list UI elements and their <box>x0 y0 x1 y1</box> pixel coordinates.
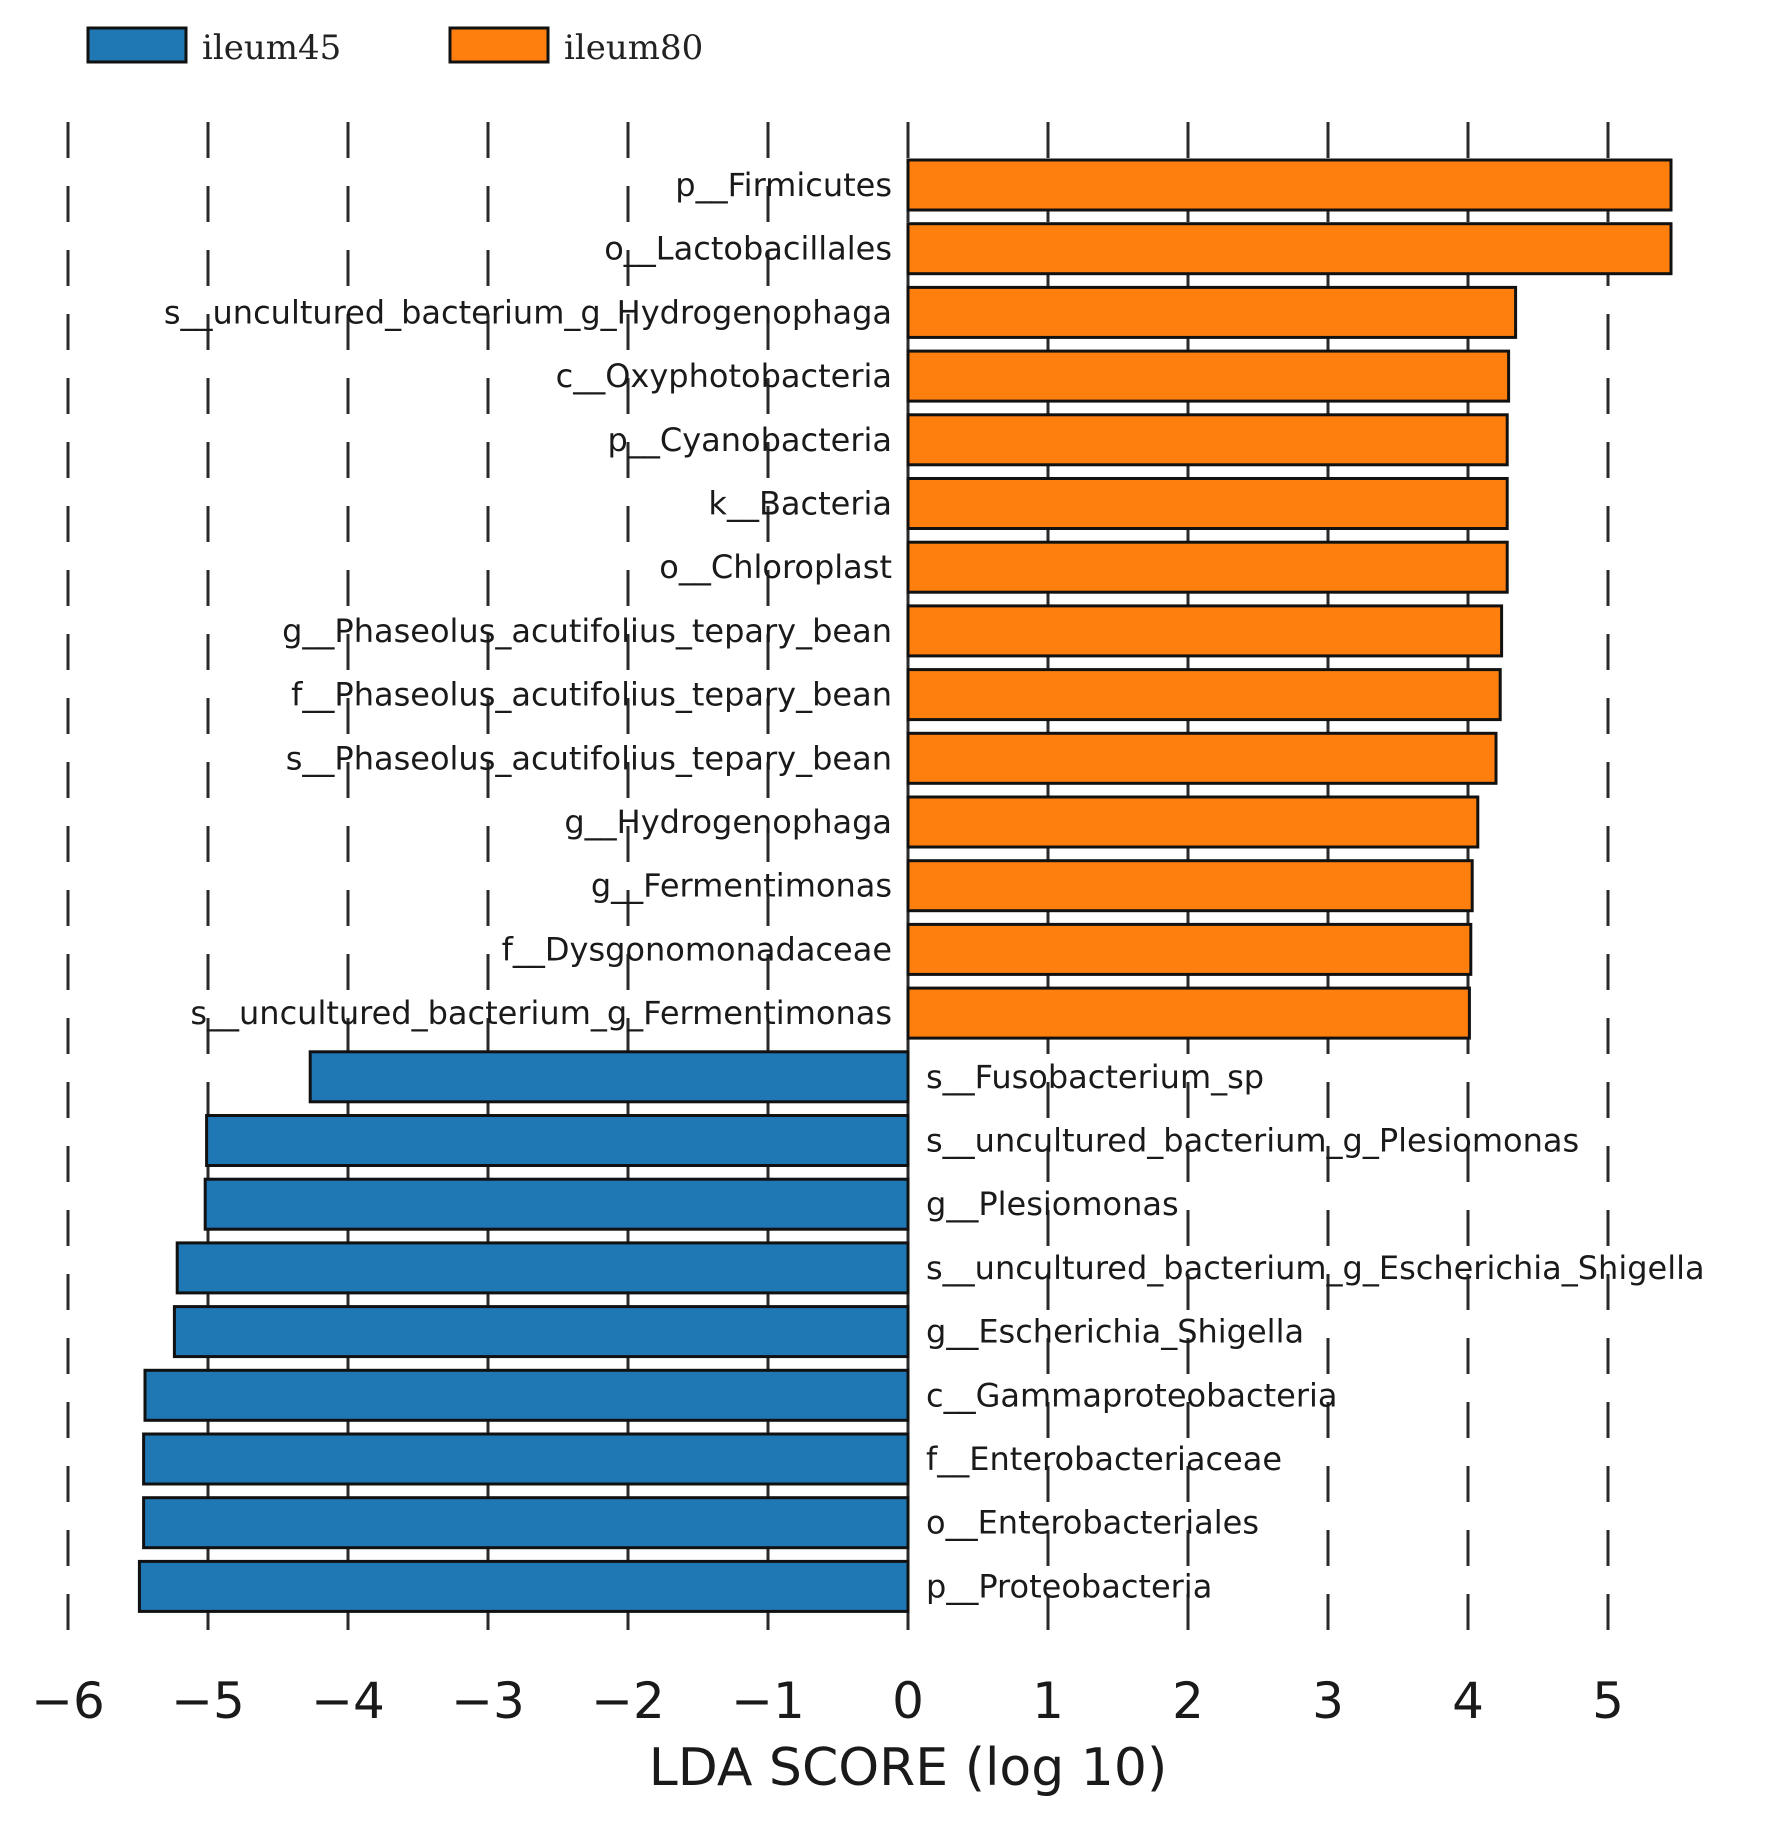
bar-label-g-escherichia-shigella: g__Escherichia_Shigella <box>926 1313 1304 1351</box>
bar-label-p-cyanobacteria: p__Cyanobacteria <box>608 421 892 459</box>
bar-label-c-oxyphotobacteria: c__Oxyphotobacteria <box>556 357 892 395</box>
bar-o-chloroplast <box>906 540 1509 594</box>
bar-label-p-proteobacteria: p__Proteobacteria <box>926 1567 1212 1605</box>
bar-label-g-fermentimonas: g__Fermentimonas <box>591 867 892 905</box>
bar-g-escherichia-shigella <box>172 1305 910 1359</box>
bar-p-firmicutes <box>906 158 1673 212</box>
x-axis-tick-labels: −6 −5 −4 −3 −2 −1 0 1 2 3 4 5 <box>31 1672 1624 1730</box>
bar-o-lactobacillales <box>906 222 1673 276</box>
x-tick-label-7: 1 <box>1032 1672 1064 1730</box>
bar-k-bacteria <box>906 477 1509 530</box>
bar-s-uncultured-bacterium-g-plesiomonas <box>205 1114 910 1167</box>
bar-label-f-enterobacteriaceae: f__Enterobacteriaceae <box>926 1440 1282 1478</box>
bar-s-uncultured-bacterium-g-hydrogenophaga <box>906 285 1518 339</box>
bar-s-uncultured-bacterium-g-fermentimonas <box>906 986 1471 1040</box>
x-tick-label-3: −3 <box>451 1672 525 1730</box>
bar-label-o-enterobacteriales: o__Enterobacteriales <box>926 1504 1259 1542</box>
bar-label-s-uncultured-bacterium-g-fermentimonas: s__uncultured_bacterium_g_Fermentimonas <box>190 994 892 1032</box>
bar-g-phaseolus-acutifolius-tepary-bean <box>906 604 1504 658</box>
bar-label-k-bacteria: k__Bacteria <box>708 485 892 523</box>
x-tick-label-5: −1 <box>731 1672 805 1730</box>
bar-s-fusobacterium-sp <box>308 1050 910 1104</box>
bar-c-oxyphotobacteria <box>906 349 1511 403</box>
legend-swatch-ileum80 <box>448 26 550 64</box>
bar-o-enterobacteriales <box>142 1496 910 1550</box>
bar-label-p-firmicutes: p__Firmicutes <box>675 166 892 204</box>
bar-label-c-gammaproteobacteria: c__Gammaproteobacteria <box>926 1376 1338 1414</box>
x-tick-label-6: 0 <box>892 1672 924 1730</box>
bar-p-cyanobacteria <box>906 413 1509 467</box>
chart-legend: ileum45 ileum80 <box>86 26 703 68</box>
bar-s-phaseolus-acutifolius-tepary-bean <box>906 731 1498 785</box>
bar-label-g-hydrogenophaga: g__Hydrogenophaga <box>564 803 892 841</box>
bar-f-phaseolus-acutifolius-tepary-bean <box>906 668 1502 722</box>
bar-label-f-dysgonomonadaceae: f__Dysgonomonadaceae <box>502 930 892 968</box>
bar-label-g-phaseolus-acutifolius-tepary-bean: g__Phaseolus_acutifolius_tepary_bean <box>282 612 892 650</box>
bar-label-o-lactobacillales: o__Lactobacillales <box>604 230 892 268</box>
bar-f-dysgonomonadaceae <box>906 922 1473 976</box>
x-tick-label-4: −2 <box>591 1672 665 1730</box>
bar-s-uncultured-bacterium-g-escherichia-shigella <box>175 1241 910 1295</box>
x-tick-label-10: 4 <box>1452 1672 1484 1730</box>
bar-g-fermentimonas <box>906 859 1474 913</box>
bar-p-proteobacteria <box>137 1559 910 1613</box>
chart-bars <box>137 158 1673 1613</box>
bar-label-f-phaseolus-acutifolius-tepary-bean: f__Phaseolus_acutifolius_tepary_bean <box>291 676 892 714</box>
x-tick-label-9: 3 <box>1312 1672 1344 1730</box>
x-tick-label-2: −4 <box>311 1672 385 1730</box>
bar-c-gammaproteobacteria <box>143 1368 910 1422</box>
bar-g-hydrogenophaga <box>906 795 1480 849</box>
bar-g-plesiomonas <box>203 1177 910 1231</box>
x-tick-label-0: −6 <box>31 1672 105 1730</box>
bar-label-s-uncultured-bacterium-g-escherichia-shigella: s__uncultured_bacterium_g_Escherichia_Sh… <box>926 1249 1705 1287</box>
chart-bar-labels: p__Firmicutes o__Lactobacillales s__uncult… <box>164 166 1705 1605</box>
legend-label-ileum80: ileum80 <box>564 28 703 68</box>
bar-label-s-fusobacterium-sp: s__Fusobacterium_sp <box>926 1058 1264 1096</box>
bar-label-s-uncultured-bacterium-g-hydrogenophaga: s__uncultured_bacterium_g_Hydrogenophaga <box>164 293 892 331</box>
bar-f-enterobacteriaceae <box>142 1432 910 1486</box>
legend-label-ileum45: ileum45 <box>202 28 341 68</box>
bar-label-s-uncultured-bacterium-g-plesiomonas: s__uncultured_bacterium_g_Plesiomonas <box>926 1122 1579 1160</box>
bar-label-g-plesiomonas: g__Plesiomonas <box>926 1185 1179 1223</box>
x-axis-title: LDA SCORE (log 10) <box>649 1738 1168 1798</box>
bar-label-s-phaseolus-acutifolius-tepary-bean: s__Phaseolus_acutifolius_tepary_bean <box>286 739 892 777</box>
legend-swatch-ileum45 <box>86 26 188 64</box>
x-tick-label-11: 5 <box>1592 1672 1624 1730</box>
bar-label-o-chloroplast: o__Chloroplast <box>659 548 892 586</box>
x-tick-label-8: 2 <box>1172 1672 1204 1730</box>
x-tick-label-1: −5 <box>171 1672 245 1730</box>
